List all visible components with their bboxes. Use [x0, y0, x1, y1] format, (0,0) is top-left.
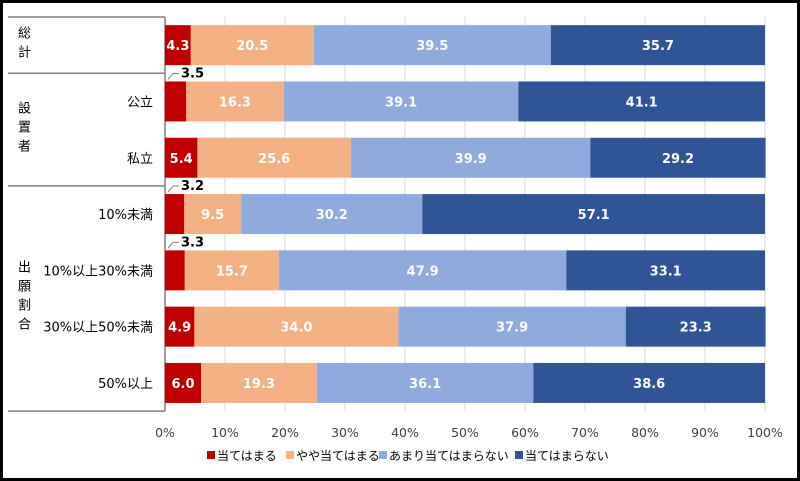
legend-label: やや当てはまる [296, 449, 380, 463]
bar-segment [316, 362, 534, 403]
bar-segment [566, 250, 765, 291]
bar-segment [422, 194, 765, 235]
bar-segment [194, 306, 399, 347]
leader-line [167, 72, 179, 80]
data-label: 34.0 [280, 321, 312, 336]
category-label: 私立 [127, 152, 153, 167]
legend-swatch [515, 451, 523, 459]
bar-segment [398, 306, 626, 347]
data-label: 3.3 [181, 235, 204, 250]
leader-line [167, 241, 179, 249]
bar-segment [197, 137, 351, 178]
data-label: 39.5 [416, 39, 448, 54]
x-tick-label: 30% [331, 425, 359, 440]
leader-line [167, 185, 179, 193]
bar-segment [518, 81, 765, 122]
category-label: 10%以上30%未満 [43, 264, 153, 279]
legend-label: あまり当てはまらない [389, 449, 509, 463]
legend-label: 当てはまらない [525, 449, 609, 463]
data-label: 39.9 [455, 152, 487, 167]
legend-swatch [286, 451, 294, 459]
bar-segment [165, 25, 191, 66]
data-label: 57.1 [578, 208, 610, 223]
group-label-total: 総計 [12, 17, 32, 73]
bar-segment [165, 194, 185, 235]
group-label-text: 総計 [15, 26, 30, 65]
group-label-founder: 設置者 [12, 73, 32, 186]
bar-segment [533, 362, 765, 403]
data-label: 3.2 [181, 179, 204, 194]
bar-segment [241, 194, 423, 235]
data-label: 16.3 [219, 95, 251, 110]
data-label: 29.2 [662, 152, 694, 167]
data-label: 4.3 [166, 39, 189, 54]
data-label: 23.3 [680, 321, 712, 336]
data-label: 39.1 [385, 95, 417, 110]
data-label: 37.9 [496, 321, 528, 336]
group-label-text: 出願割合 [15, 260, 30, 337]
data-label: 6.0 [171, 377, 194, 392]
group-label-text: 設置者 [15, 101, 30, 159]
x-tick-label: 0% [155, 425, 175, 440]
x-tick-label: 50% [451, 425, 479, 440]
x-tick-label: 70% [571, 425, 599, 440]
bar-segment [165, 306, 195, 347]
group-label-application-ratio: 出願割合 [12, 186, 32, 411]
category-label: 公立 [127, 95, 153, 110]
legend-swatch [207, 451, 215, 459]
data-label: 35.7 [642, 39, 674, 54]
bar-segment [184, 250, 279, 291]
bar-segment [283, 81, 519, 122]
data-label: 9.5 [201, 208, 224, 223]
data-label: 38.6 [633, 377, 665, 392]
category-label: 30%以上50%未満 [43, 321, 153, 336]
data-label: 20.5 [236, 39, 268, 54]
bar-segment [279, 250, 567, 291]
x-tick-label: 40% [391, 425, 419, 440]
bar-segment [165, 137, 198, 178]
x-tick-label: 60% [511, 425, 539, 440]
x-tick-label: 10% [211, 425, 239, 440]
category-label: 50%以上 [98, 377, 153, 392]
bar-segment [165, 362, 201, 403]
data-label: 15.7 [216, 264, 248, 279]
bar-segment [313, 25, 551, 66]
data-label: 4.9 [168, 321, 191, 336]
data-label: 47.9 [407, 264, 439, 279]
bar-segment [351, 137, 591, 178]
bar-segment [550, 25, 765, 66]
data-label: 19.3 [243, 377, 275, 392]
bar-segment [201, 362, 317, 403]
bar-segment [590, 137, 766, 178]
data-label: 5.4 [170, 152, 193, 167]
x-tick-label: 90% [691, 425, 719, 440]
bar-segment [625, 306, 766, 347]
bar-segment [165, 250, 185, 291]
x-tick-label: 100% [747, 425, 783, 440]
bar-segment [165, 81, 186, 122]
data-label: 30.2 [316, 208, 348, 223]
legend-swatch [379, 451, 387, 459]
bar-segment [190, 25, 314, 66]
data-label: 3.5 [181, 66, 204, 81]
data-label: 36.1 [409, 377, 441, 392]
data-label: 33.1 [650, 264, 682, 279]
data-label: 41.1 [626, 95, 658, 110]
x-tick-label: 80% [631, 425, 659, 440]
legend-label: 当てはまる [217, 449, 277, 463]
bar-segment [184, 194, 242, 235]
x-tick-label: 20% [271, 425, 299, 440]
bar-segment [186, 81, 284, 122]
category-label: 10%未満 [98, 208, 153, 223]
data-label: 25.6 [258, 152, 290, 167]
